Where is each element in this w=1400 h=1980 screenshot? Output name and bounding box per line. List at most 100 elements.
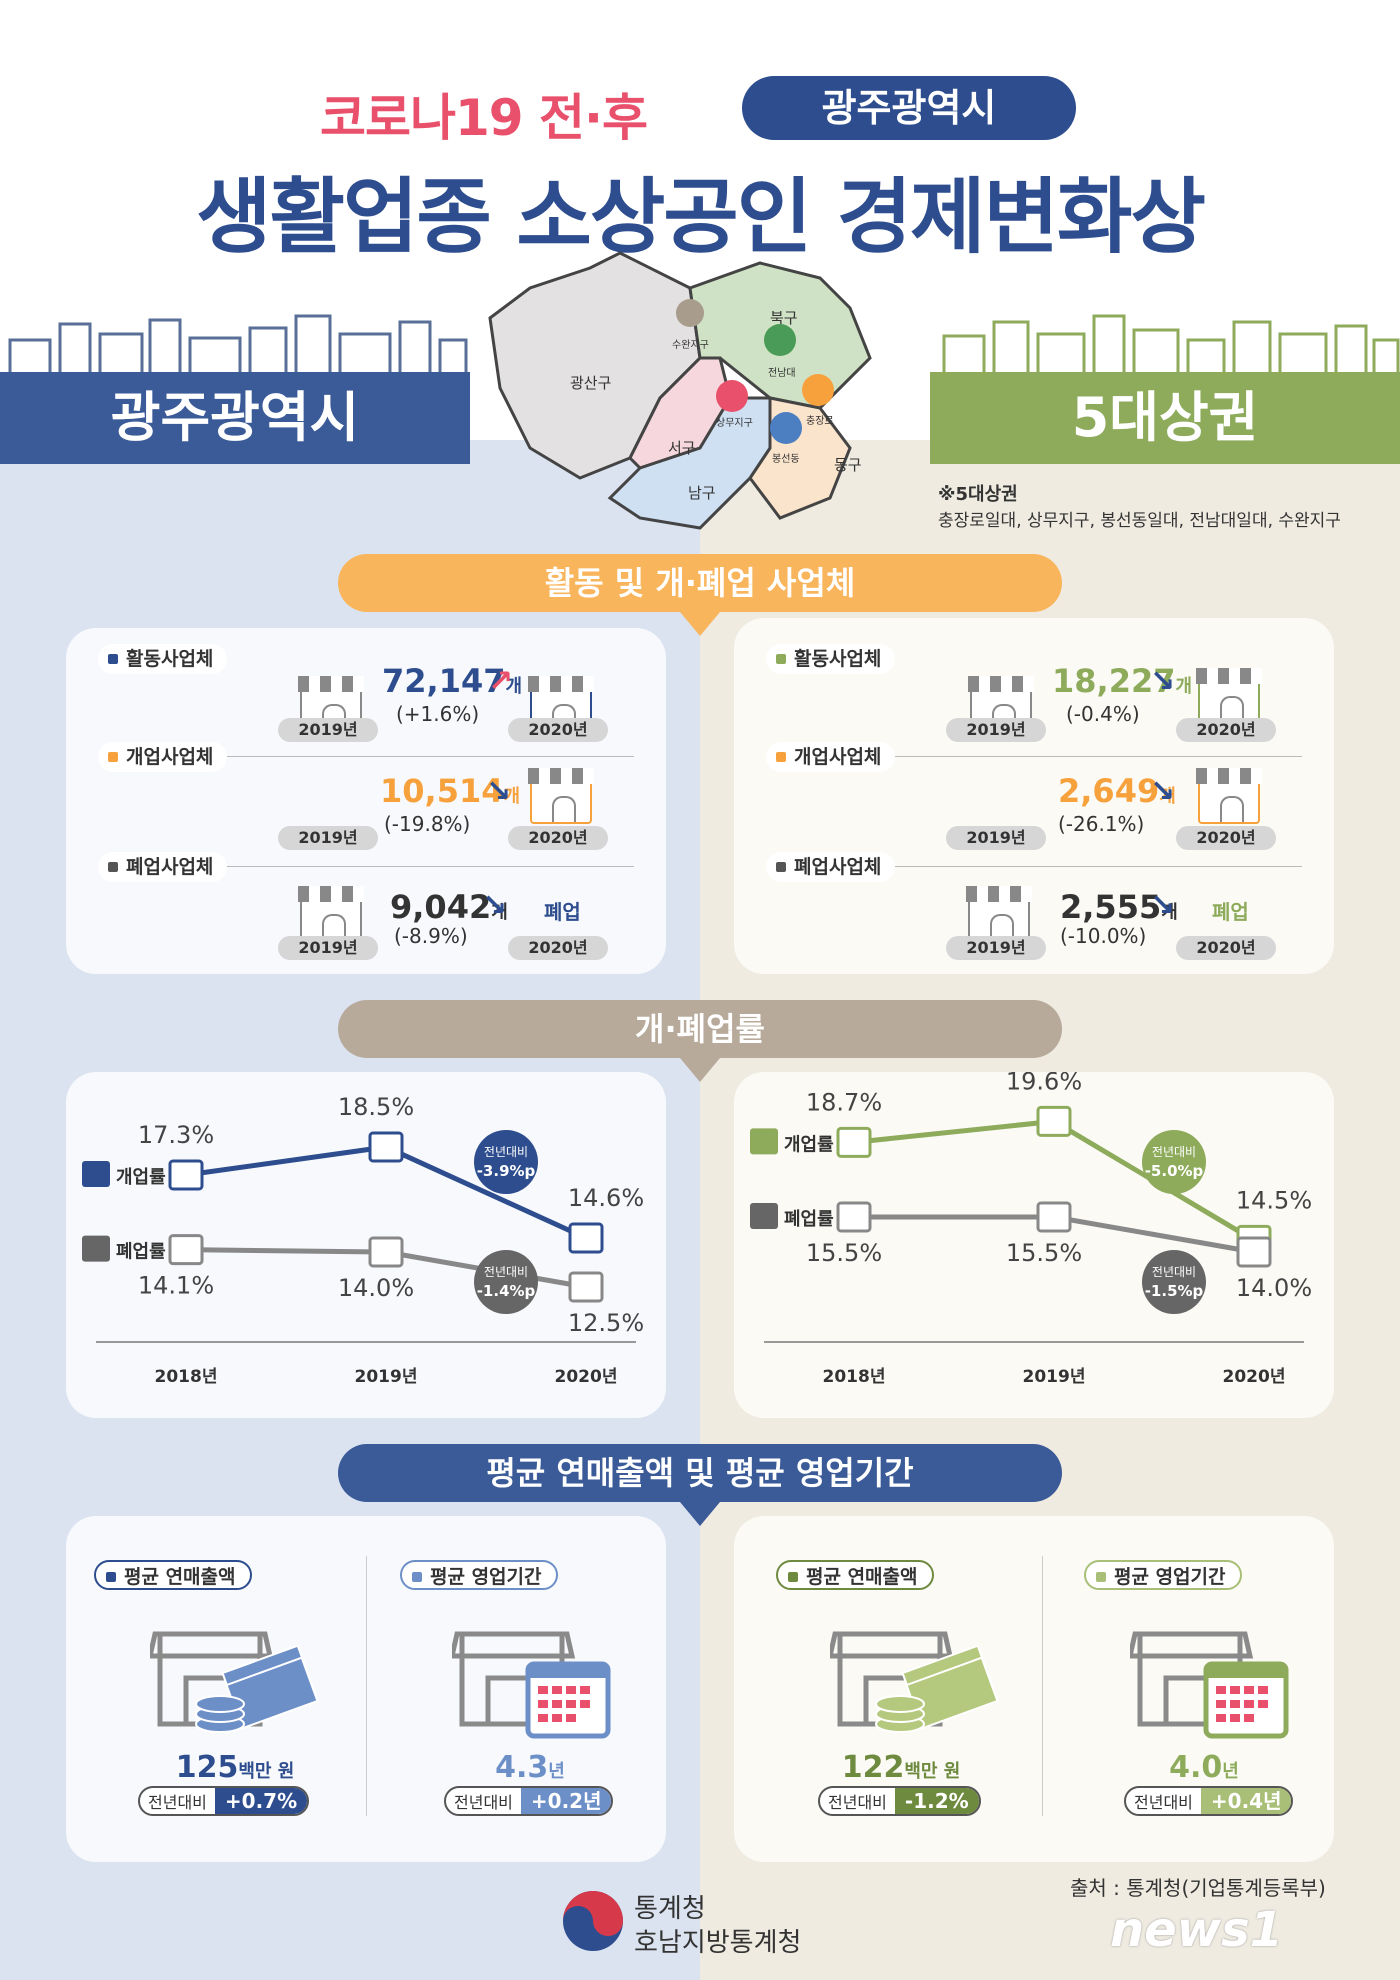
left-close-2020: 2020년 xyxy=(508,936,608,960)
data-point-marker xyxy=(1036,1105,1072,1137)
data-label: 19.6% xyxy=(1006,1072,1082,1095)
store-money-icon xyxy=(150,1631,319,1733)
annotation-label: 전년대비 xyxy=(484,1145,528,1159)
right-open-2019: 2019년 xyxy=(946,826,1046,850)
note-title: ※5대상권 xyxy=(938,484,1018,505)
watermark: news1 xyxy=(1110,1902,1284,1958)
gwangju-map: 광산구 북구 서구 남구 동구 수완지구 전남대 상무지구 충장로 봉선동 xyxy=(488,251,872,530)
data-label: 14.1% xyxy=(138,1272,214,1300)
left-active-2020: 2020년 xyxy=(508,718,608,742)
series-label: 폐업률 xyxy=(116,1242,166,1263)
data-point-marker xyxy=(836,1201,872,1233)
data-label: 14.5% xyxy=(1236,1186,1312,1214)
right-close-tag: 폐업사업체 xyxy=(766,852,896,882)
data-label: 17.3% xyxy=(138,1121,214,1149)
left-active-value: 72,147개 xyxy=(382,662,523,700)
x-tick-label: 2018년 xyxy=(823,1367,886,1387)
annotation-bubble xyxy=(1142,1250,1206,1314)
x-tick-label: 2019년 xyxy=(1023,1367,1086,1387)
data-label: 14.0% xyxy=(1236,1274,1312,1302)
arrow-down-icon: ↘ xyxy=(486,774,512,809)
series-label: 개업률 xyxy=(116,1167,166,1188)
right-sales-value: 122백만 원 xyxy=(841,1750,961,1785)
right-rate-chart: 2018년 2019년 2020년 18.7% 19.6% 14.5% 개업률 15.5% 15… xyxy=(750,1072,1312,1387)
left-period-compare: 전년대비 +0.2년 xyxy=(444,1786,614,1816)
left-close-tag: 폐업사업체 xyxy=(98,852,228,882)
left-open-shop-icon xyxy=(528,768,594,824)
series-legend-icon xyxy=(82,1161,110,1187)
divider xyxy=(766,756,1302,757)
left-close-2019: 2019년 xyxy=(278,936,378,960)
note: ※5대상권 충장로일대, 상무지구, 봉선동일대, 전남대일대, 수완지구 xyxy=(938,482,1341,534)
data-label: 14.6% xyxy=(568,1184,644,1212)
divider xyxy=(98,866,634,867)
left-active-change: (+1.6%) xyxy=(396,702,480,726)
left-sales-tag: 평균 연매출액 xyxy=(94,1560,252,1590)
data-point-marker xyxy=(168,1234,204,1266)
left-closed-label: 폐업 xyxy=(544,900,581,924)
left-open-value: 10,514개 xyxy=(380,772,521,810)
org-names: 통계청 호남지방통계청 xyxy=(634,1892,801,1960)
right-open-change: (-26.1%) xyxy=(1058,812,1145,836)
store-money-icon xyxy=(830,1631,999,1733)
district-buk: 북구 xyxy=(770,309,798,327)
right-period-tag: 평균 영업기간 xyxy=(1084,1560,1242,1590)
area-marker-sangmu xyxy=(716,380,748,412)
right-closed-label: 폐업 xyxy=(1212,900,1249,924)
data-point-marker xyxy=(568,1271,604,1303)
annotation-value: -3.9%p xyxy=(477,1162,536,1180)
org-2: 호남지방통계청 xyxy=(634,1928,802,1958)
right-period-value: 4.0년 xyxy=(1169,1750,1239,1785)
data-point-marker xyxy=(168,1159,204,1191)
right-open-tag: 개업사업체 xyxy=(766,742,896,772)
org-1: 통계청 xyxy=(634,1894,706,1924)
data-label: 15.5% xyxy=(806,1239,882,1267)
x-tick-label: 2018년 xyxy=(155,1367,218,1387)
left-open-change: (-19.8%) xyxy=(384,812,471,836)
area-sangmu: 상무지구 xyxy=(716,417,753,429)
district-nam: 남구 xyxy=(688,484,716,502)
section-pill-1: 활동 및 개·폐업 사업체 xyxy=(338,554,1062,612)
note-body: 충장로일대, 상무지구, 봉선동일대, 전남대일대, 수완지구 xyxy=(938,511,1341,531)
left-sales-value: 125백만 원 xyxy=(175,1750,295,1785)
data-point-marker xyxy=(1036,1201,1072,1233)
left-active-tag: 활동사업체 xyxy=(98,644,228,674)
taegeuk-logo-icon xyxy=(563,1891,623,1951)
section-pill-3: 평균 연매출액 및 평균 영업기간 xyxy=(338,1444,1062,1502)
right-rate-card xyxy=(734,1072,1334,1418)
left-shop-2020-icon xyxy=(528,676,594,732)
left-active-2019: 2019년 xyxy=(278,718,378,742)
arrow-down-icon: ↘ xyxy=(1150,888,1176,923)
divider xyxy=(1042,1556,1043,1816)
series-label: 개업률 xyxy=(784,1134,834,1155)
data-label: 15.5% xyxy=(1006,1239,1082,1267)
x-tick-label: 2020년 xyxy=(555,1367,618,1387)
right-close-2020: 2020년 xyxy=(1176,936,1276,960)
annotation-label: 전년대비 xyxy=(484,1265,528,1279)
section-arrow-2 xyxy=(680,1058,720,1082)
arrow-down-icon: ↘ xyxy=(1150,664,1176,699)
right-active-value: 18,227개 xyxy=(1052,662,1193,700)
right-active-2019: 2019년 xyxy=(946,718,1046,742)
annotation-value: -1.4%p xyxy=(477,1282,536,1300)
source-text: 출처 : 통계청(기업통계등록부) xyxy=(1070,1876,1326,1900)
left-period-tag: 평균 영업기간 xyxy=(400,1560,558,1590)
divider xyxy=(766,866,1302,867)
annotation-bubble xyxy=(474,1250,538,1314)
annotation-bubble xyxy=(474,1130,538,1194)
series-label: 폐업률 xyxy=(784,1209,834,1230)
band-left-title: 광주광역시 xyxy=(0,372,470,464)
series-legend-icon xyxy=(750,1203,778,1229)
right-shop-2020-icon xyxy=(1196,668,1262,724)
right-sales-tag: 평균 연매출액 xyxy=(776,1560,934,1590)
area-marker-jeonnam xyxy=(764,324,796,356)
data-point-marker xyxy=(368,1236,404,1268)
data-label: 14.0% xyxy=(338,1274,414,1302)
area-chungjang: 충장로 xyxy=(806,415,834,427)
left-rate-card xyxy=(66,1072,666,1418)
data-label: 12.5% xyxy=(568,1309,644,1337)
section-arrow-1 xyxy=(680,612,720,636)
arrow-up-icon: ↗ xyxy=(488,664,514,699)
page-title: 생활업종 소상공인 경제변화상 xyxy=(196,170,1206,265)
right-open-shop-icon xyxy=(1196,768,1262,824)
